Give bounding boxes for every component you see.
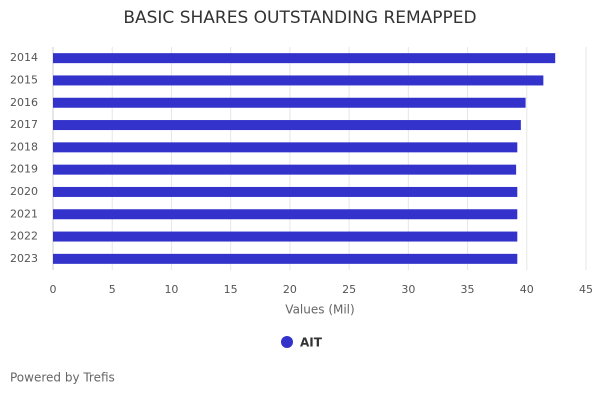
bar: [53, 186, 518, 197]
y-tick-label: 2015: [10, 73, 38, 86]
bar: [53, 231, 518, 242]
bar: [53, 97, 526, 108]
y-tick-label: 2020: [10, 185, 38, 198]
bar: [53, 53, 556, 64]
x-axis-label: Values (Mil): [285, 303, 354, 317]
bar: [53, 253, 518, 264]
y-tick-label: 2014: [10, 51, 38, 64]
bar: [53, 75, 544, 86]
legend-marker: [281, 336, 293, 348]
y-tick-label: 2016: [10, 96, 38, 109]
x-tick-label: 10: [164, 283, 178, 296]
x-tick-label: 45: [579, 283, 593, 296]
y-tick-label: 2018: [10, 140, 38, 153]
bar: [53, 142, 518, 153]
legend-label[interactable]: AIT: [300, 336, 323, 350]
y-tick-label: 2021: [10, 207, 38, 220]
x-tick-label: 35: [461, 283, 475, 296]
x-tick-label: 20: [283, 283, 297, 296]
bar: [53, 209, 518, 220]
bar: [53, 120, 521, 131]
y-tick-label: 2022: [10, 230, 38, 243]
bar: [53, 164, 517, 175]
credit: Powered by Trefis: [10, 371, 115, 385]
chart-title: BASIC SHARES OUTSTANDING REMAPPED: [123, 8, 476, 28]
x-tick-label: 5: [109, 283, 116, 296]
x-tick-label: 25: [342, 283, 356, 296]
y-tick-label: 2017: [10, 118, 38, 131]
x-tick-label: 0: [50, 283, 57, 296]
x-tick-label: 15: [224, 283, 238, 296]
y-tick-label: 2019: [10, 163, 38, 176]
x-tick-label: 40: [520, 283, 534, 296]
y-tick-label: 2023: [10, 252, 38, 265]
x-tick-label: 30: [401, 283, 415, 296]
